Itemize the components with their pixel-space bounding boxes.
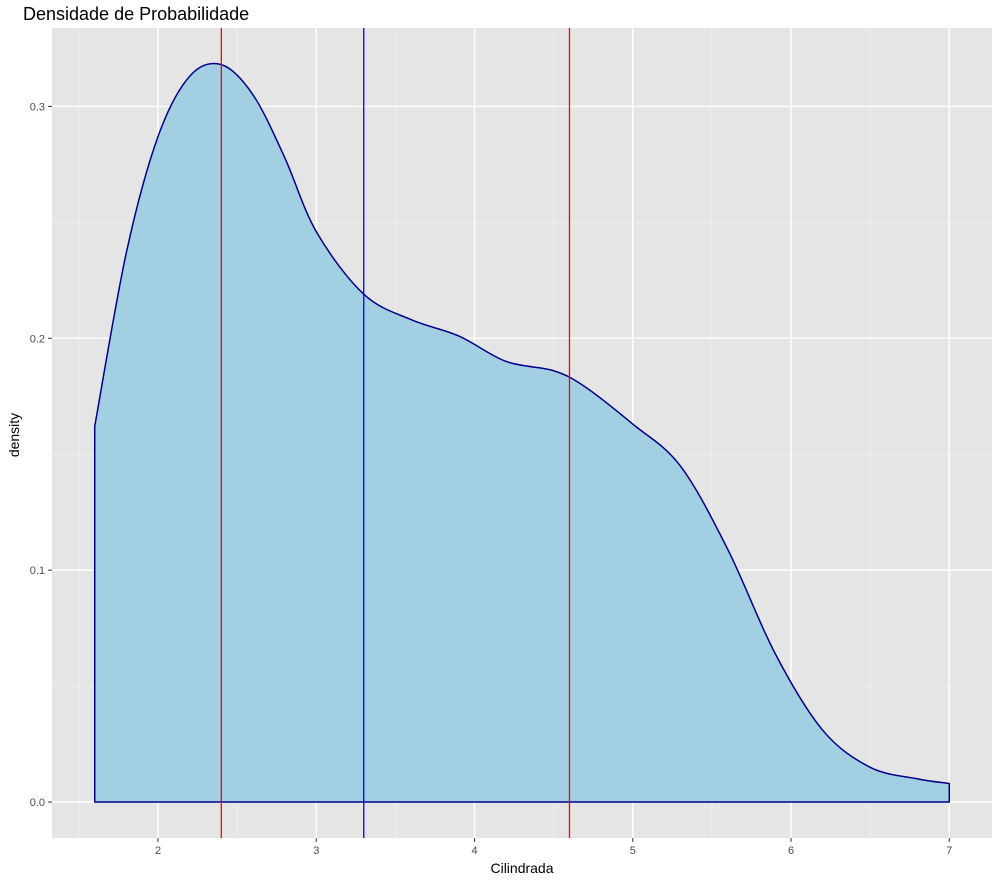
x-tick-label: 4 <box>471 845 477 857</box>
y-tick-label: 0.1 <box>30 565 45 577</box>
y-tick-label: 0.0 <box>30 797 45 809</box>
x-tick-label: 2 <box>155 845 161 857</box>
x-axis-label: Cilindrada <box>490 860 554 876</box>
chart-title: Densidade de Probabilidade <box>23 4 250 24</box>
x-tick-label: 3 <box>313 845 319 857</box>
x-tick-label: 7 <box>946 845 952 857</box>
x-tick-label: 6 <box>788 845 794 857</box>
y-tick-label: 0.3 <box>30 101 45 113</box>
density-area <box>93 62 951 803</box>
y-tick-label: 0.2 <box>30 333 45 345</box>
x-tick-label: 5 <box>630 845 636 857</box>
